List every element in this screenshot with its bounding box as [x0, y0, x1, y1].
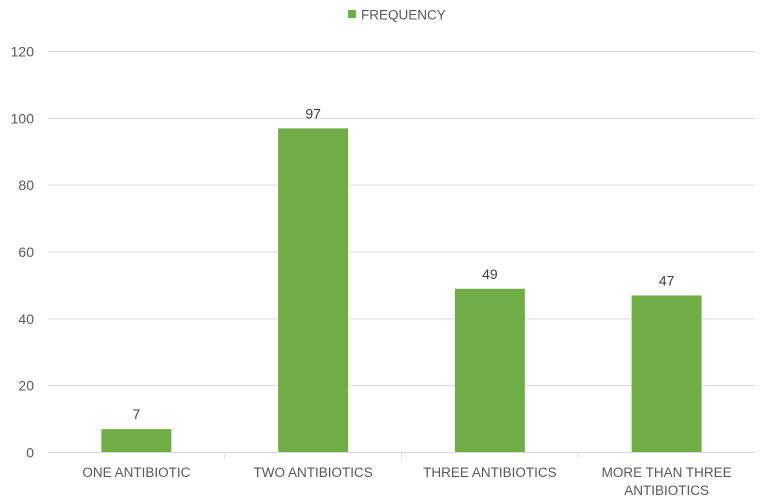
legend-label-frequency: FREQUENCY — [361, 8, 446, 23]
bar-1 — [278, 128, 349, 453]
x-axis — [48, 452, 755, 459]
x-category-label-3-line-1: ANTIBIOTICS — [624, 483, 709, 498]
y-tick-label-100: 100 — [11, 110, 35, 126]
y-tick-label-80: 80 — [18, 177, 34, 193]
x-category-label-1: TWO ANTIBIOTICS — [253, 465, 372, 480]
chart-legend: FREQUENCY — [348, 8, 446, 23]
bars — [101, 128, 702, 453]
bar-2 — [454, 288, 525, 453]
y-tick-label-20: 20 — [18, 378, 34, 394]
data-label-1: 97 — [305, 105, 321, 121]
data-label-3: 47 — [659, 272, 675, 288]
x-category-label-3-line-0: MORE THAN THREE — [602, 465, 732, 480]
x-axis-category-labels: ONE ANTIBIOTIC TWO ANTIBIOTICS THREE ANTIB… — [82, 465, 731, 498]
y-axis-tick-labels: 0 20 40 60 80 100 120 — [11, 44, 35, 461]
y-tick-label-0: 0 — [26, 445, 34, 461]
y-tick-label-40: 40 — [18, 311, 34, 327]
data-labels: 7 97 49 47 — [132, 105, 674, 422]
legend-swatch — [348, 10, 356, 18]
y-tick-label-60: 60 — [18, 244, 34, 260]
x-category-label-0: ONE ANTIBIOTIC — [82, 465, 190, 480]
x-category-label-2: THREE ANTIBIOTICS — [423, 465, 557, 480]
bar-3 — [631, 295, 702, 453]
y-tick-label-120: 120 — [11, 44, 35, 60]
bar-0 — [101, 429, 172, 453]
data-label-2: 49 — [482, 266, 498, 282]
data-label-0: 7 — [132, 406, 140, 422]
